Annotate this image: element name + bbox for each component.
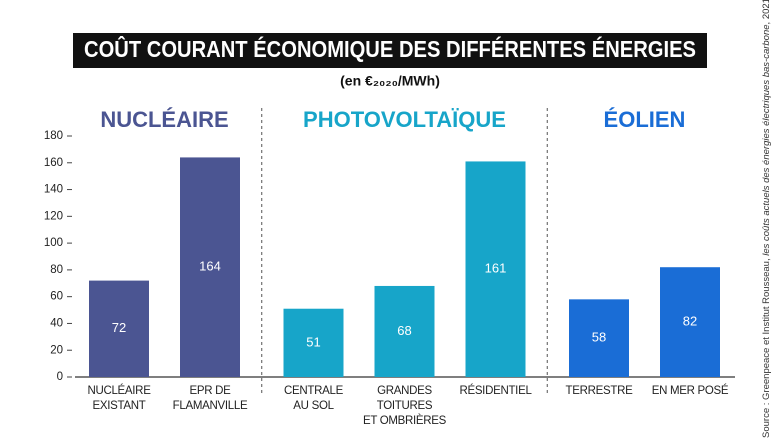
value-label: 164	[199, 259, 221, 274]
y-tick-label: 160	[44, 157, 63, 169]
x-tick-label: EN MER POSÉ	[651, 385, 729, 397]
chart-title: COÛT COURANT ÉCONOMIQUE DES DIFFÉRENTES …	[84, 35, 696, 62]
source-text: , 2021	[761, 0, 772, 24]
chart-subtitle: (en €₂₀₂₀/MWh)	[340, 73, 440, 89]
bar	[569, 299, 629, 377]
y-tick-label: 0	[57, 371, 63, 383]
value-label: 68	[397, 323, 411, 338]
group-label: PHOTOVOLTAÏQUE	[303, 107, 506, 132]
y-tick-label: 140	[44, 184, 63, 196]
value-label: 72	[112, 320, 126, 335]
y-tick-label: 180	[44, 130, 63, 142]
group-label: ÉOLIEN	[604, 107, 686, 132]
source-text: Source : Greenpeace et Institut Rousseau…	[761, 256, 772, 438]
x-tick-label: RÉSIDENTIEL	[459, 385, 532, 397]
y-tick-label: 80	[50, 264, 63, 276]
x-tick-label: TERRESTRE	[565, 385, 633, 397]
bar	[283, 308, 344, 377]
value-label: 58	[592, 330, 606, 345]
y-tick-label: 60	[50, 291, 63, 303]
x-tick-label: GRANDES TOITURES ET OMBRIÈRES	[362, 385, 447, 427]
source: Source : Greenpeace et Institut Rousseau…	[761, 0, 772, 438]
value-label: 161	[485, 261, 507, 276]
group-label: NUCLÉAIRE	[100, 107, 228, 132]
value-label: 51	[306, 334, 320, 349]
bar	[89, 280, 149, 377]
y-tick-label: 20	[50, 344, 63, 356]
y-tick-label: 100	[44, 237, 63, 249]
x-tick-label: NUCLÉAIRE EXISTANT	[87, 385, 151, 412]
title-box	[73, 33, 707, 68]
x-tick-label: CENTRALE AU SOL	[284, 385, 343, 412]
y-tick-label: 40	[50, 317, 63, 329]
bar	[374, 285, 435, 377]
x-tick-label: EPR DE FLAMANVILLE	[172, 385, 248, 412]
bar	[465, 161, 526, 377]
bar	[660, 267, 720, 377]
source-text: les coûts actuels des énergies électriqu…	[761, 24, 772, 255]
bar	[180, 157, 240, 377]
value-label: 82	[683, 314, 697, 329]
y-tick-label: 120	[44, 210, 63, 222]
